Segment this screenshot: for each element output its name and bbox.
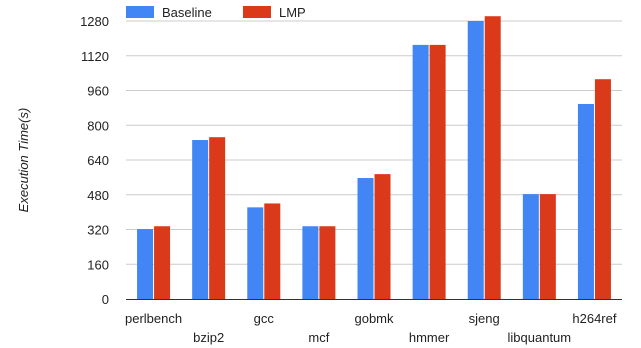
bar-lmp-perlbench — [154, 226, 171, 299]
y-axis-ticks: 0 160 320 480 640 800 960 1120 1280 — [80, 14, 109, 307]
y-tick-label: 960 — [87, 84, 109, 99]
bar-baseline-gcc — [247, 207, 264, 299]
bar-lmp-hmmer — [429, 44, 446, 299]
x-category-label: libquantum — [508, 330, 572, 345]
bar-baseline-sjeng — [467, 21, 484, 299]
bar-baseline-perlbench — [137, 229, 154, 299]
y-tick-label: 640 — [87, 153, 109, 168]
x-category-label: gcc — [254, 311, 275, 326]
bar-lmp-gobmk — [374, 174, 391, 299]
y-tick-label: 1280 — [80, 14, 109, 29]
bar-lmp-mcf — [319, 226, 336, 299]
x-axis-labels: perlbench bzip2 gcc mcf gobmk hmmer sjeng libqu… — [125, 311, 617, 345]
y-tick-label: 480 — [87, 188, 109, 203]
legend-label-lmp: LMP — [279, 5, 306, 20]
bars — [137, 16, 611, 300]
legend-swatch-lmp — [243, 6, 271, 18]
bar-baseline-libquantum — [522, 194, 539, 299]
bar-lmp-libquantum — [539, 194, 556, 299]
x-category-label: bzip2 — [193, 330, 224, 345]
y-tick-label: 160 — [87, 257, 109, 272]
y-tick-label: 1120 — [81, 49, 109, 64]
legend-swatch-baseline — [126, 6, 154, 18]
legend[interactable]: Baseline LMP — [126, 5, 306, 20]
x-category-label: h264ref — [572, 311, 616, 326]
x-category-label: perlbench — [125, 311, 182, 326]
y-tick-label: 800 — [87, 118, 109, 133]
y-tick-label: 320 — [87, 223, 109, 238]
bar-baseline-bzip2 — [192, 140, 209, 299]
bar-lmp-bzip2 — [209, 137, 226, 299]
bar-lmp-gcc — [264, 203, 281, 299]
x-category-label: gobmk — [354, 311, 394, 326]
gridlines — [126, 20, 622, 265]
y-tick-label: 0 — [102, 292, 109, 307]
legend-label-baseline: Baseline — [162, 5, 212, 20]
y-axis-title: Execution Time(s) — [16, 108, 31, 213]
bar-baseline-h264ref — [577, 103, 594, 299]
bar-baseline-mcf — [302, 226, 319, 299]
bar-lmp-h264ref — [594, 79, 611, 299]
x-category-label: sjeng — [469, 311, 500, 326]
bar-baseline-gobmk — [357, 178, 374, 299]
x-category-label: mcf — [308, 330, 329, 345]
x-category-label: hmmer — [409, 330, 450, 345]
bar-lmp-sjeng — [484, 16, 501, 300]
bar-baseline-hmmer — [412, 44, 429, 299]
